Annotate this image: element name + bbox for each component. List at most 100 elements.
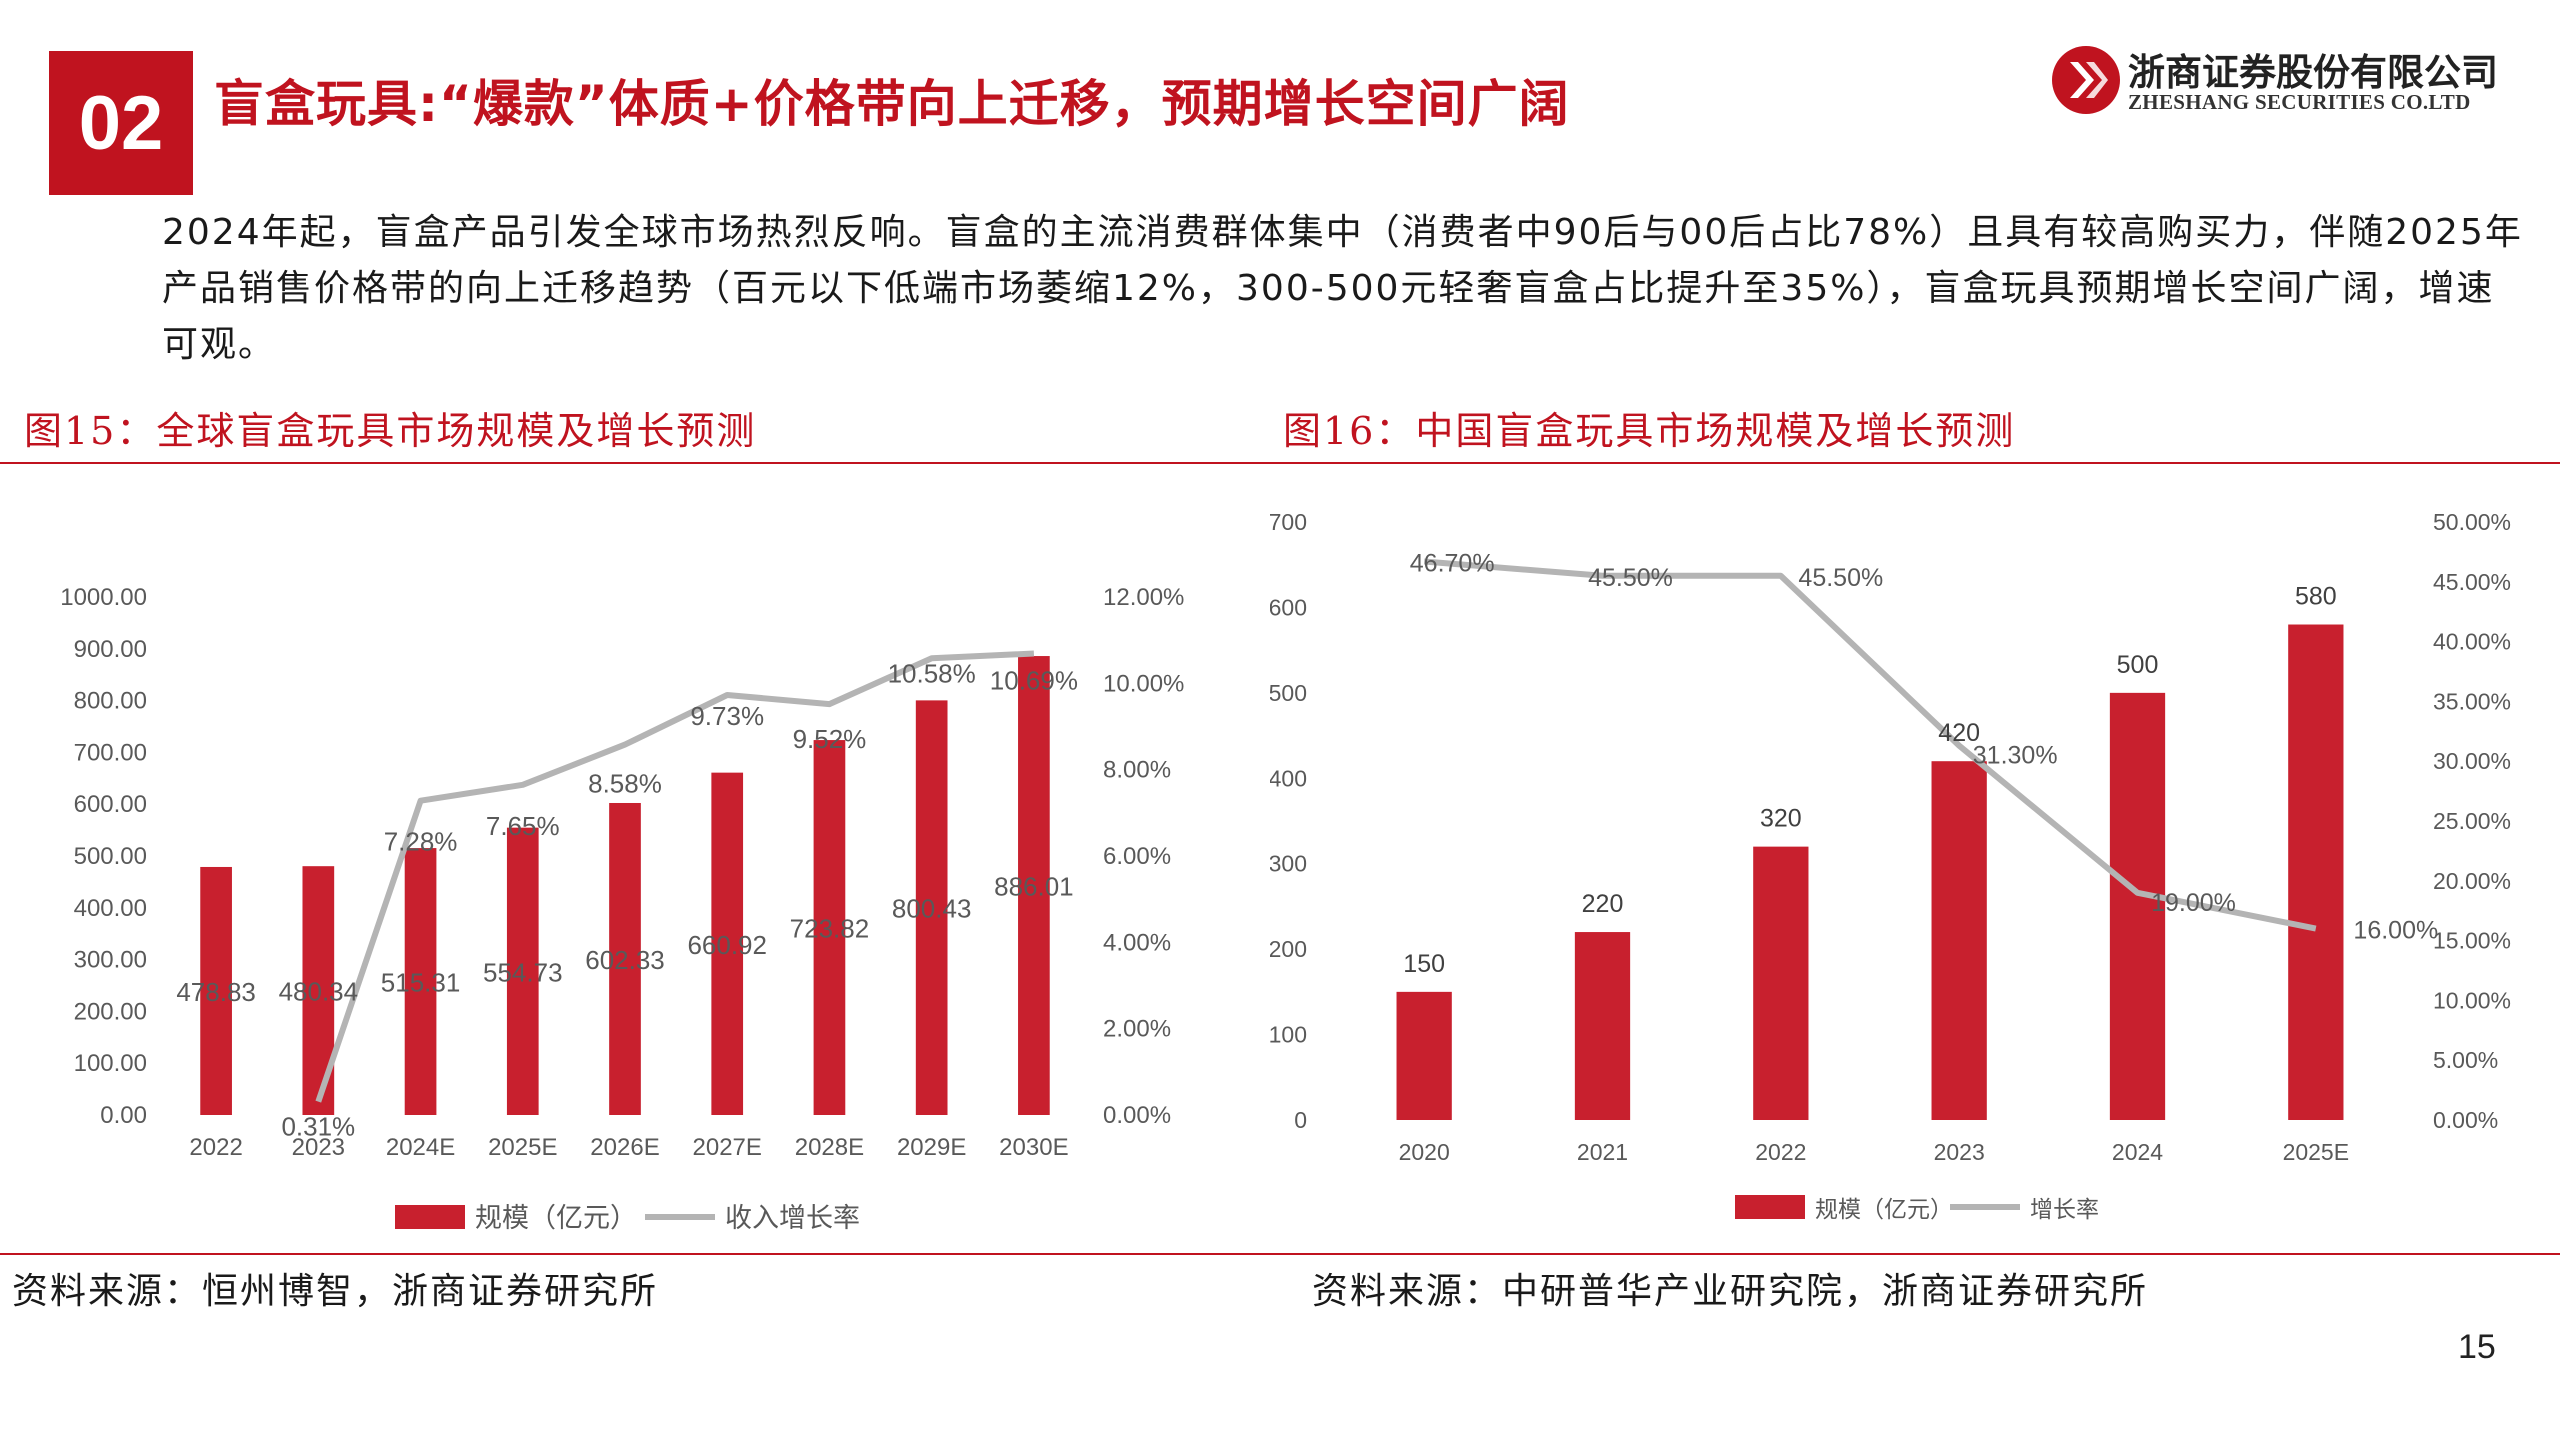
c2-line-label: 31.30% [1973, 742, 2058, 770]
c2-y-right-tick: 10.00% [2433, 987, 2511, 1013]
c1-line-label: 9.52% [793, 724, 867, 754]
c2-x-tick: 2023 [1934, 1139, 1985, 1165]
c1-x-tick: 2027E [693, 1134, 762, 1161]
c1-line-label: 0.31% [281, 1112, 355, 1142]
c1-bar-label: 480.34 [279, 977, 359, 1007]
c2-y-right-tick: 35.00% [2433, 688, 2511, 714]
c2-bar-label: 580 [2295, 583, 2337, 611]
c1-line-label: 8.58% [588, 769, 662, 799]
c1-x-tick: 2030E [999, 1134, 1068, 1161]
c2-line-label: 19.00% [2151, 889, 2236, 917]
page-title: 盲盒玩具:“爆款”体质+价格带向上迁移，预期增长空间广阔 [214, 75, 1570, 133]
c2-bar [2288, 624, 2344, 1120]
c2-bar-label: 220 [1582, 890, 1624, 918]
c2-y-right-tick: 0.00% [2433, 1107, 2498, 1133]
c1-line-series [315, 650, 1035, 1103]
c2-line-series [1423, 558, 2317, 932]
figure-top-rule [0, 462, 2560, 464]
page-number: 15 [2458, 1328, 2496, 1366]
c2-y-right-tick: 25.00% [2433, 808, 2511, 834]
c1-x-tick: 2026E [590, 1134, 659, 1161]
c2-line-label: 46.70% [1410, 549, 1495, 577]
c1-bar-label: 515.31 [381, 968, 461, 998]
c2-x-tick: 2022 [1755, 1139, 1806, 1165]
c1-y-right-tick: 0.00% [1103, 1102, 1171, 1129]
c1-y-right-tick: 4.00% [1103, 929, 1171, 956]
c1-y-left-tick: 600.00 [74, 791, 147, 818]
c1-y-right-tick: 10.00% [1103, 670, 1184, 697]
c1-y-left-tick: 900.00 [74, 636, 147, 663]
c1-bar [711, 772, 744, 1115]
c2-legend-bar-swatch [1735, 1195, 1805, 1219]
c1-legend-line-label: 收入增长率 [725, 1203, 860, 1233]
c2-y-left-tick: 0 [1294, 1107, 1307, 1133]
figure-16-title: 图16：中国盲盒玩具市场规模及增长预测 [1283, 409, 2016, 453]
c1-bar [506, 827, 539, 1115]
logo-company-name-cn: 浙商证券股份有限公司 [2128, 51, 2498, 94]
c2-bar [1396, 991, 1452, 1120]
c2-y-right-tick: 50.00% [2433, 509, 2511, 535]
c2-bar [1931, 761, 1987, 1120]
c2-line-label: 45.50% [1798, 564, 1883, 592]
c2-y-left-tick: 400 [1270, 765, 1307, 791]
c1-line-label: 10.69% [990, 666, 1078, 696]
c1-x-tick: 2022 [189, 1134, 242, 1161]
logo-company-name-en: ZHESHANG SECURITIES CO.LTD [2128, 90, 2471, 114]
c1-x-tick: 2024E [386, 1134, 455, 1161]
c2-y-right-tick: 45.00% [2433, 569, 2511, 595]
c2-bar-label: 500 [2117, 651, 2159, 679]
c2-bar [2109, 692, 2166, 1120]
c1-bar-label: 886.01 [994, 872, 1074, 902]
c2-x-tick: 2021 [1577, 1139, 1628, 1165]
c1-y-left-tick: 700.00 [74, 739, 147, 766]
c1-line-label: 7.28% [384, 827, 458, 857]
c2-y-right-tick: 20.00% [2433, 868, 2511, 894]
c2-x-tick: 2024 [2112, 1139, 2163, 1165]
c1-y-left-tick: 1000.00 [60, 584, 147, 611]
c1-y-left-tick: 500.00 [74, 843, 147, 870]
intro-paragraph: 2024年起，盲盒产品引发全球市场热烈反响。盲盒的主流消费群体集中（消费者中90… [162, 212, 2523, 365]
c2-line-label: 16.00% [2353, 917, 2438, 945]
c1-bar-label: 478.83 [176, 977, 256, 1007]
c1-bar [915, 700, 948, 1115]
chart-global-blind-box-market: 0.00 100.00 200.00 300.00 400.00 500.00 600.00… [60, 584, 1184, 1233]
c1-legend-bar-swatch [395, 1205, 465, 1229]
c2-y-right-tick: 40.00% [2433, 629, 2511, 655]
c2-legend-bar-label: 规模（亿元） [1815, 1196, 1953, 1222]
c1-bar-label: 554.73 [483, 957, 563, 987]
figure-15-title: 图15：全球盲盒玩具市场规模及增长预测 [24, 409, 757, 453]
c2-line-label: 45.50% [1588, 564, 1673, 592]
c1-x-tick: 2029E [897, 1134, 966, 1161]
c1-bar [404, 848, 437, 1115]
c1-bar [1018, 656, 1050, 1115]
c2-y-left-tick: 300 [1270, 851, 1307, 877]
c2-bar-label: 420 [1938, 719, 1980, 747]
c1-y-left-tick: 800.00 [74, 688, 147, 715]
c1-y-left-tick: 400.00 [74, 895, 147, 922]
c1-line-label: 7.65% [486, 811, 560, 841]
c1-legend-bar-label: 规模（亿元） [475, 1203, 637, 1233]
c2-y-right-tick: 30.00% [2433, 748, 2511, 774]
c1-bar-label: 800.43 [892, 894, 972, 924]
c2-bar [1574, 932, 1631, 1120]
c1-y-left-tick: 100.00 [74, 1050, 147, 1077]
c1-bar-label: 660.92 [687, 930, 767, 960]
c1-bar [609, 802, 641, 1115]
c1-x-tick: 2028E [795, 1134, 864, 1161]
c2-y-right-tick: 5.00% [2433, 1047, 2498, 1073]
c1-y-right-tick: 8.00% [1103, 757, 1171, 784]
c1-y-right-tick: 2.00% [1103, 1016, 1171, 1043]
c1-y-right-tick: 12.00% [1103, 584, 1184, 611]
c1-line-label: 10.58% [888, 658, 976, 688]
c1-line-label: 9.73% [690, 701, 764, 731]
figure-bottom-rule [0, 1253, 2560, 1255]
company-logo-icon [2052, 46, 2120, 114]
c2-y-left-tick: 700 [1270, 509, 1307, 535]
c2-x-tick: 2020 [1399, 1139, 1450, 1165]
c1-bar [200, 866, 232, 1115]
c2-y-right-tick: 15.00% [2433, 928, 2511, 954]
c1-y-left-tick: 200.00 [74, 998, 147, 1025]
c2-y-left-tick: 500 [1270, 680, 1307, 706]
c2-y-left-tick: 100 [1270, 1022, 1307, 1048]
c2-y-left-tick: 200 [1270, 936, 1307, 962]
